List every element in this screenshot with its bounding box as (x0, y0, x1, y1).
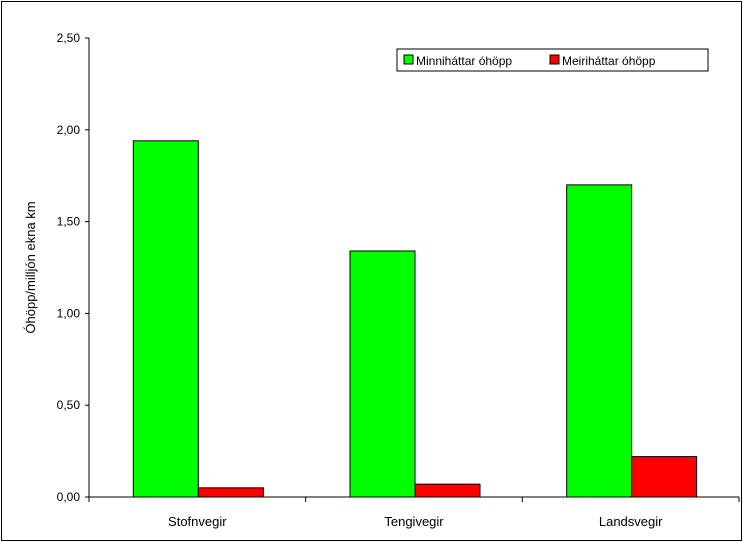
x-tick-label: Stofnvegir (168, 514, 227, 529)
bar (349, 250, 416, 498)
bar (197, 487, 264, 498)
y-tick-label: 0,50 (57, 398, 81, 412)
y-tick-label: 0,00 (57, 490, 81, 504)
y-axis-title: Óhöpp/milljón ekna km (23, 201, 38, 333)
legend-label: Meiriháttar óhöpp (562, 54, 656, 68)
legend-swatch (549, 54, 560, 65)
legend-swatch (403, 54, 414, 65)
x-tick-label: Tengivegir (384, 514, 444, 529)
bar (132, 140, 199, 498)
bar (631, 456, 698, 498)
y-tick-label: 1,50 (57, 215, 81, 229)
bar (566, 184, 633, 498)
y-tick-label: 2,00 (57, 123, 81, 137)
bar (414, 483, 481, 498)
x-tick-label: Landsvegir (599, 514, 663, 529)
y-tick-label: 2,50 (57, 31, 81, 45)
y-tick-label: 1,00 (57, 306, 81, 320)
legend-label: Minniháttar óhöpp (416, 54, 512, 68)
